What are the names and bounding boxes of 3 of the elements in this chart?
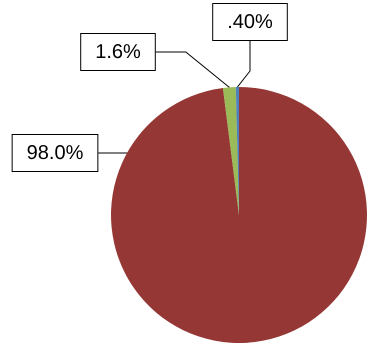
data-label: .40% (227, 11, 274, 33)
data-label: 98.0% (26, 142, 84, 164)
data-label: 1.6% (95, 41, 142, 63)
